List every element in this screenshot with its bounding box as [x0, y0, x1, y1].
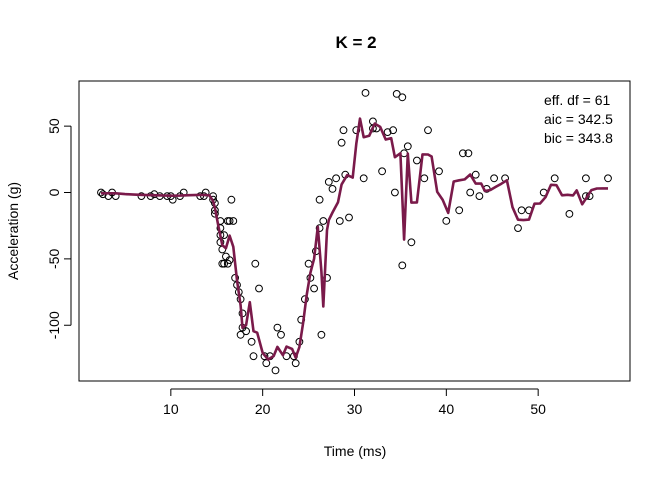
x-tick-label: 20	[255, 401, 271, 417]
y-axis-label: Acceleration (g)	[5, 182, 21, 280]
data-point	[604, 174, 612, 183]
data-point	[475, 192, 484, 201]
data-point	[435, 167, 443, 176]
plot-frame	[78, 80, 631, 382]
data-point	[407, 238, 416, 247]
data-point	[391, 188, 399, 197]
data-point	[550, 174, 559, 183]
data-point	[383, 128, 392, 137]
y-tick-label: -100	[46, 311, 62, 339]
data-point	[291, 359, 300, 368]
data-point	[339, 126, 348, 135]
scatter-points	[97, 89, 612, 375]
data-point	[565, 210, 574, 218]
data-point	[251, 259, 260, 268]
data-point	[277, 330, 285, 339]
x-tick-label: 40	[439, 401, 455, 417]
data-point	[271, 366, 280, 375]
data-point	[315, 195, 324, 204]
data-point	[273, 323, 282, 332]
data-point	[455, 206, 464, 215]
data-point	[225, 256, 234, 265]
x-axis-label: Time (ms)	[324, 443, 386, 459]
data-point	[424, 126, 432, 135]
y-tick-label: -50	[46, 249, 62, 269]
data-point	[517, 206, 526, 215]
x-axis: 10 20 30 40 50	[163, 388, 546, 417]
data-point	[442, 217, 451, 225]
data-point	[332, 174, 341, 183]
fitted-curve	[101, 117, 608, 361]
data-point	[328, 185, 337, 193]
data-point	[260, 352, 269, 361]
data-point	[413, 156, 421, 165]
y-axis: -100 -50 0 50	[46, 118, 72, 339]
data-point	[220, 259, 229, 268]
chart-title: K = 2	[335, 33, 376, 52]
annotation-eff-df: eff. df = 61	[544, 92, 611, 108]
data-point	[335, 217, 344, 225]
data-point	[420, 174, 429, 183]
data-point	[317, 330, 326, 339]
data-point	[225, 217, 234, 225]
data-point	[249, 352, 258, 361]
data-point	[315, 224, 324, 233]
data-point	[223, 259, 232, 268]
data-point	[466, 188, 475, 197]
data-point	[490, 174, 499, 183]
data-point	[262, 359, 271, 368]
data-point	[392, 90, 401, 98]
data-point	[236, 330, 245, 339]
data-point	[310, 284, 319, 293]
data-point	[352, 126, 361, 135]
y-tick-label: 0	[46, 188, 62, 196]
annotation-bic: bic = 343.8	[544, 130, 613, 146]
data-point	[378, 167, 387, 176]
data-point	[398, 261, 407, 270]
data-point	[459, 149, 467, 158]
data-point	[337, 138, 346, 147]
data-point	[464, 149, 473, 158]
data-point	[582, 174, 590, 183]
data-point	[361, 89, 370, 97]
data-point	[324, 178, 333, 186]
x-tick-label: 30	[347, 401, 363, 417]
data-point	[242, 327, 251, 336]
y-tick-label: 50	[46, 118, 62, 134]
data-point	[514, 224, 522, 233]
x-tick-label: 50	[530, 401, 546, 417]
data-point	[403, 142, 412, 151]
data-point	[398, 93, 407, 102]
annotation-aic: aic = 342.5	[544, 111, 613, 127]
data-point	[471, 170, 480, 179]
data-point	[247, 337, 256, 346]
data-point	[229, 217, 238, 225]
data-point	[227, 195, 236, 204]
x-tick-label: 10	[163, 401, 179, 417]
data-point	[359, 174, 368, 183]
data-point	[255, 284, 263, 293]
data-point	[345, 213, 353, 222]
data-point	[389, 126, 398, 135]
data-point	[319, 217, 328, 225]
